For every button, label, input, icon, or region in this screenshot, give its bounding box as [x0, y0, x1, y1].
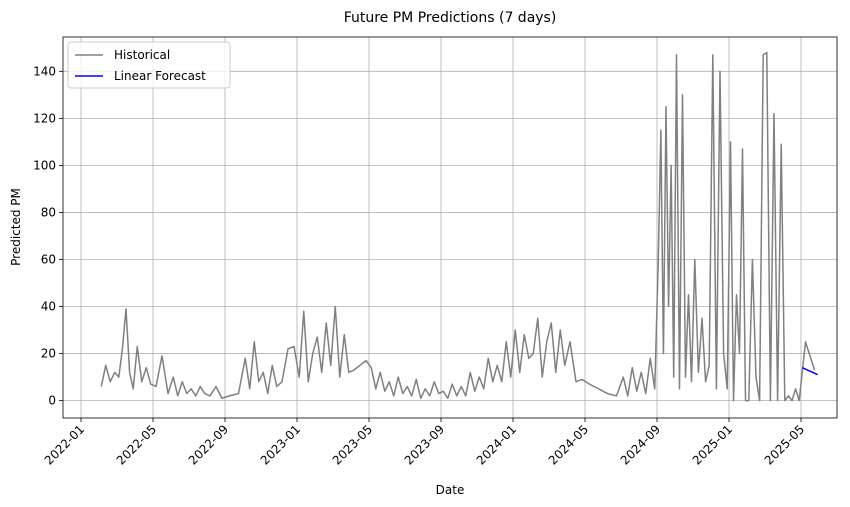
plot-frame: [62, 36, 838, 419]
legend-box: [67, 41, 231, 89]
y-axis-label: Predicted PM: [9, 188, 23, 266]
y-tick-label: 120: [33, 111, 56, 125]
y-tick-label: 60: [41, 252, 56, 266]
x-axis-label: Date: [436, 483, 465, 497]
legend: Historical Linear Forecast: [67, 41, 231, 89]
y-tick-label: 100: [33, 158, 56, 172]
y-tick-label: 40: [41, 300, 56, 314]
legend-label: Historical: [114, 48, 170, 62]
chart-title: Future PM Predictions (7 days): [344, 10, 557, 26]
y-tick-label: 80: [41, 205, 56, 219]
line-series: [801, 366, 819, 376]
y-tick-label: 20: [41, 347, 56, 361]
legend-label: Linear Forecast: [114, 69, 206, 83]
line-series: [100, 51, 816, 402]
y-tick-label: 140: [33, 64, 56, 78]
y-tick-label: 0: [48, 394, 56, 408]
